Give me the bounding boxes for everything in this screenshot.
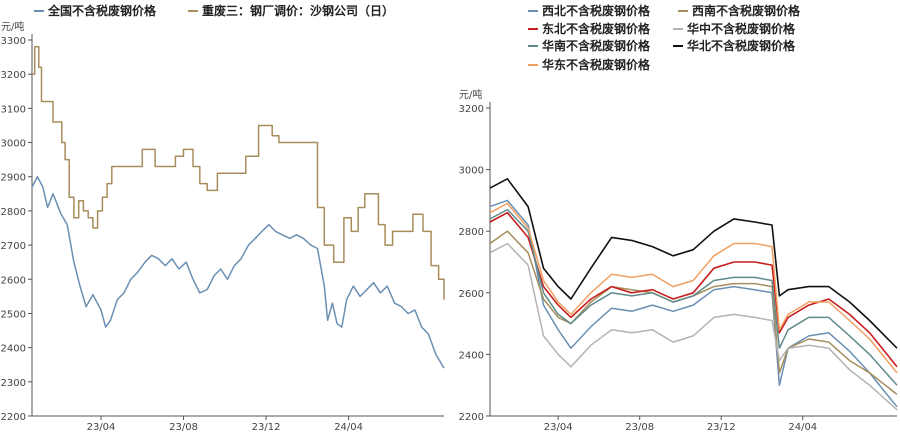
y-tick-label: 3200 bbox=[459, 104, 484, 115]
legend-label: 华南不含税废钢价格 bbox=[542, 38, 651, 53]
x-tick-label: 23/08 bbox=[625, 422, 654, 432]
series-line-5 bbox=[489, 208, 898, 386]
legend-label: 西南不含税废钢价格 bbox=[692, 3, 801, 18]
legend-label: 华中不含税废钢价格 bbox=[687, 21, 796, 36]
y-tick-label: 2400 bbox=[459, 350, 484, 361]
series-line-4 bbox=[489, 242, 898, 411]
y-tick-label: 2800 bbox=[1, 207, 26, 218]
series-line-1 bbox=[31, 175, 445, 369]
y-tick-label: 3200 bbox=[1, 70, 26, 81]
y-tick-label: 2200 bbox=[1, 412, 26, 423]
legend-label: 华北不含税废钢价格 bbox=[687, 38, 796, 53]
y-tick-label: 3000 bbox=[459, 166, 484, 177]
y-tick-label: 2800 bbox=[459, 227, 484, 238]
series-line-1 bbox=[489, 199, 898, 408]
y-tick-label: 2700 bbox=[1, 241, 26, 252]
series-line-2 bbox=[32, 46, 445, 300]
y-tick-label: 3000 bbox=[1, 139, 26, 150]
y-tick-label: 2200 bbox=[459, 412, 484, 423]
chart-panel-2: 元/吨 2200 2400 2600 2800 3000 3200 23/04 23/08 23/… bbox=[459, 3, 898, 432]
y-tick-label: 2600 bbox=[1, 275, 26, 286]
legend-label: 华东不含税废钢价格 bbox=[542, 57, 651, 72]
series-line-7 bbox=[489, 202, 898, 374]
series-line-2 bbox=[489, 230, 898, 395]
y-axis-unit-label: 元/吨 bbox=[1, 20, 24, 33]
legend-label: 全国不含税废钢价格 bbox=[47, 3, 157, 18]
y-tick-label: 2600 bbox=[459, 289, 484, 300]
y-tick-label: 3300 bbox=[1, 36, 26, 47]
y-tick-label: 2500 bbox=[1, 309, 26, 320]
x-tick-label: 23/04 bbox=[87, 422, 116, 432]
x-tick-label: 23/12 bbox=[252, 422, 281, 432]
y-tick-label: 2400 bbox=[1, 344, 26, 355]
x-tick-label: 23/12 bbox=[707, 422, 736, 432]
x-tick-label: 23/08 bbox=[169, 422, 198, 432]
series-line-3 bbox=[489, 211, 898, 368]
series-line-6 bbox=[489, 178, 898, 349]
y-tick-label: 2300 bbox=[1, 378, 26, 389]
chart-panel-1: 元/吨 2200 2300 2400 2500 2600 2700 2800 2900 3000 3… bbox=[1, 3, 445, 432]
x-tick-label: 24/04 bbox=[334, 422, 363, 432]
legend-label: 重废三：钢厂调价：沙钢公司（日） bbox=[202, 3, 394, 18]
x-tick-label: 24/04 bbox=[788, 422, 817, 432]
y-axis-unit-label: 元/吨 bbox=[459, 88, 482, 101]
legend-label: 西北不含税废钢价格 bbox=[542, 3, 651, 18]
x-tick-label: 23/04 bbox=[544, 422, 573, 432]
legend-label: 东北不含税废钢价格 bbox=[542, 21, 651, 36]
y-tick-label: 2900 bbox=[1, 173, 26, 184]
y-tick-label: 3100 bbox=[1, 104, 26, 115]
